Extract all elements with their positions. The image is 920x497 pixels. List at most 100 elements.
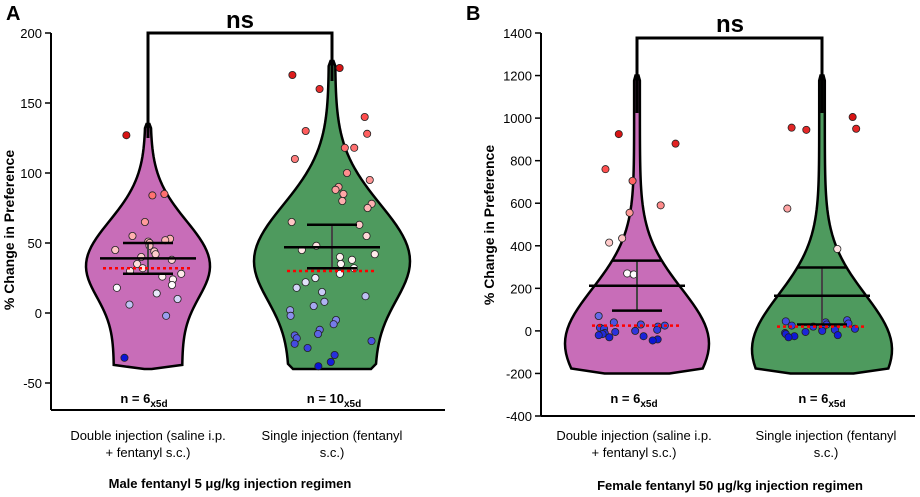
y-tick-label: 1400	[503, 26, 532, 41]
data-point	[618, 234, 627, 243]
data-point	[168, 280, 177, 289]
data-point	[318, 287, 327, 296]
panel-b-n-label-1-sub: x5d	[640, 399, 657, 410]
data-point	[315, 85, 324, 94]
data-point	[331, 185, 340, 194]
data-point	[787, 123, 796, 132]
bracket-line	[635, 36, 824, 113]
data-point	[365, 175, 374, 184]
data-point	[335, 252, 344, 261]
y-tick-label: 150	[20, 96, 42, 111]
data-point	[125, 300, 134, 309]
data-point	[326, 357, 335, 366]
data-point	[330, 350, 339, 359]
data-point	[783, 204, 792, 213]
panel-b-label: B	[466, 3, 480, 25]
panel-a-label: A	[6, 3, 20, 25]
panel-b-category-label-2-line2: s.c.)	[814, 445, 839, 460]
data-point	[605, 333, 614, 342]
data-point	[335, 64, 344, 73]
panel-a-category-label-2-line1: Single injection (fentanyl	[262, 428, 403, 443]
data-point	[625, 208, 634, 217]
panel-a-n-label-1-main: n = 6	[120, 391, 150, 406]
data-point	[329, 320, 338, 329]
data-point	[801, 327, 810, 336]
data-point	[363, 203, 372, 212]
panel-a-category-label-1-line1: Double injection (saline i.p.	[70, 428, 225, 443]
data-point	[287, 217, 296, 226]
violin-2	[750, 74, 894, 375]
data-point	[348, 255, 357, 264]
y-tick-label: 800	[510, 154, 532, 169]
data-point	[367, 336, 376, 345]
panel-a-n-label-2-main: n = 10	[307, 391, 344, 406]
panel-a-n-label-2-sub: x5d	[344, 399, 361, 410]
panel-b: B % Change in Preference -400 -200 0 200 400…	[466, 3, 915, 493]
data-point	[112, 283, 121, 292]
y-tick-label: 200	[510, 281, 532, 296]
data-point	[311, 273, 320, 282]
panel-b-n-label-2-sub: x5d	[828, 399, 845, 410]
data-point	[177, 269, 186, 278]
data-point	[301, 127, 310, 136]
y-tick-label: 400	[510, 239, 532, 254]
data-point	[370, 250, 379, 259]
y-tick-label: 0	[525, 324, 532, 339]
data-point	[594, 311, 603, 320]
y-tick-label: -200	[506, 366, 532, 381]
data-point	[363, 129, 372, 138]
data-point	[151, 250, 160, 259]
panel-b-n-label-2-main: n = 6	[798, 391, 828, 406]
data-point	[628, 176, 637, 185]
data-point	[162, 311, 171, 320]
panel-a-n-label-1: n = 6x5d	[120, 391, 167, 410]
panel-b-significance-bracket	[635, 36, 824, 113]
panel-b-category-label-1-line1: Double injection (saline i.p.	[556, 428, 711, 443]
data-point	[290, 154, 299, 163]
data-point	[336, 259, 345, 268]
data-point	[833, 331, 842, 340]
panel-b-x-axis-title: Female fentanyl 50 μg/kg injection regim…	[597, 478, 863, 493]
data-point	[631, 326, 640, 335]
y-tick-label: 600	[510, 196, 532, 211]
data-point	[671, 139, 680, 148]
data-point	[111, 245, 120, 254]
panel-a-y-ticks: -50 0 50 100 150 200	[20, 26, 51, 391]
data-point	[133, 259, 142, 268]
violin-1	[563, 74, 711, 375]
panel-b-y-axis-label: % Change in Preference	[481, 145, 497, 305]
data-point	[605, 238, 614, 247]
data-point	[140, 217, 149, 226]
data-point	[286, 311, 295, 320]
data-point	[338, 196, 347, 205]
data-point	[802, 125, 811, 134]
bracket-line	[146, 31, 334, 138]
data-point	[848, 113, 857, 122]
panel-b-n-label-1-main: n = 6	[610, 391, 640, 406]
y-tick-label: 100	[20, 166, 42, 181]
panel-a-n-label-2: n = 10x5d	[307, 391, 361, 410]
panel-b-significance-label: ns	[716, 11, 744, 38]
data-point	[160, 189, 169, 198]
data-point	[594, 331, 603, 340]
data-point	[314, 362, 323, 371]
panel-a-y-axis-label: % Change in Preference	[1, 150, 17, 310]
data-point	[623, 269, 632, 278]
data-point	[350, 143, 359, 152]
data-point	[852, 124, 861, 133]
data-point	[361, 292, 370, 301]
data-point	[339, 189, 348, 198]
y-tick-label: -400	[506, 409, 532, 424]
panel-a-category-label-1-line2: + fentanyl s.c.)	[106, 445, 191, 460]
data-point	[614, 130, 623, 139]
panel-a-significance-label: ns	[226, 7, 254, 34]
panel-a-x-axis-title: Male fentanyl 5 μg/kg injection regimen	[109, 476, 352, 491]
data-point	[639, 332, 648, 341]
panel-b-violins	[563, 74, 894, 375]
data-point	[833, 244, 842, 253]
y-tick-label: 200	[20, 26, 42, 41]
data-point	[309, 301, 318, 310]
data-point	[320, 297, 329, 306]
data-point	[340, 143, 349, 152]
